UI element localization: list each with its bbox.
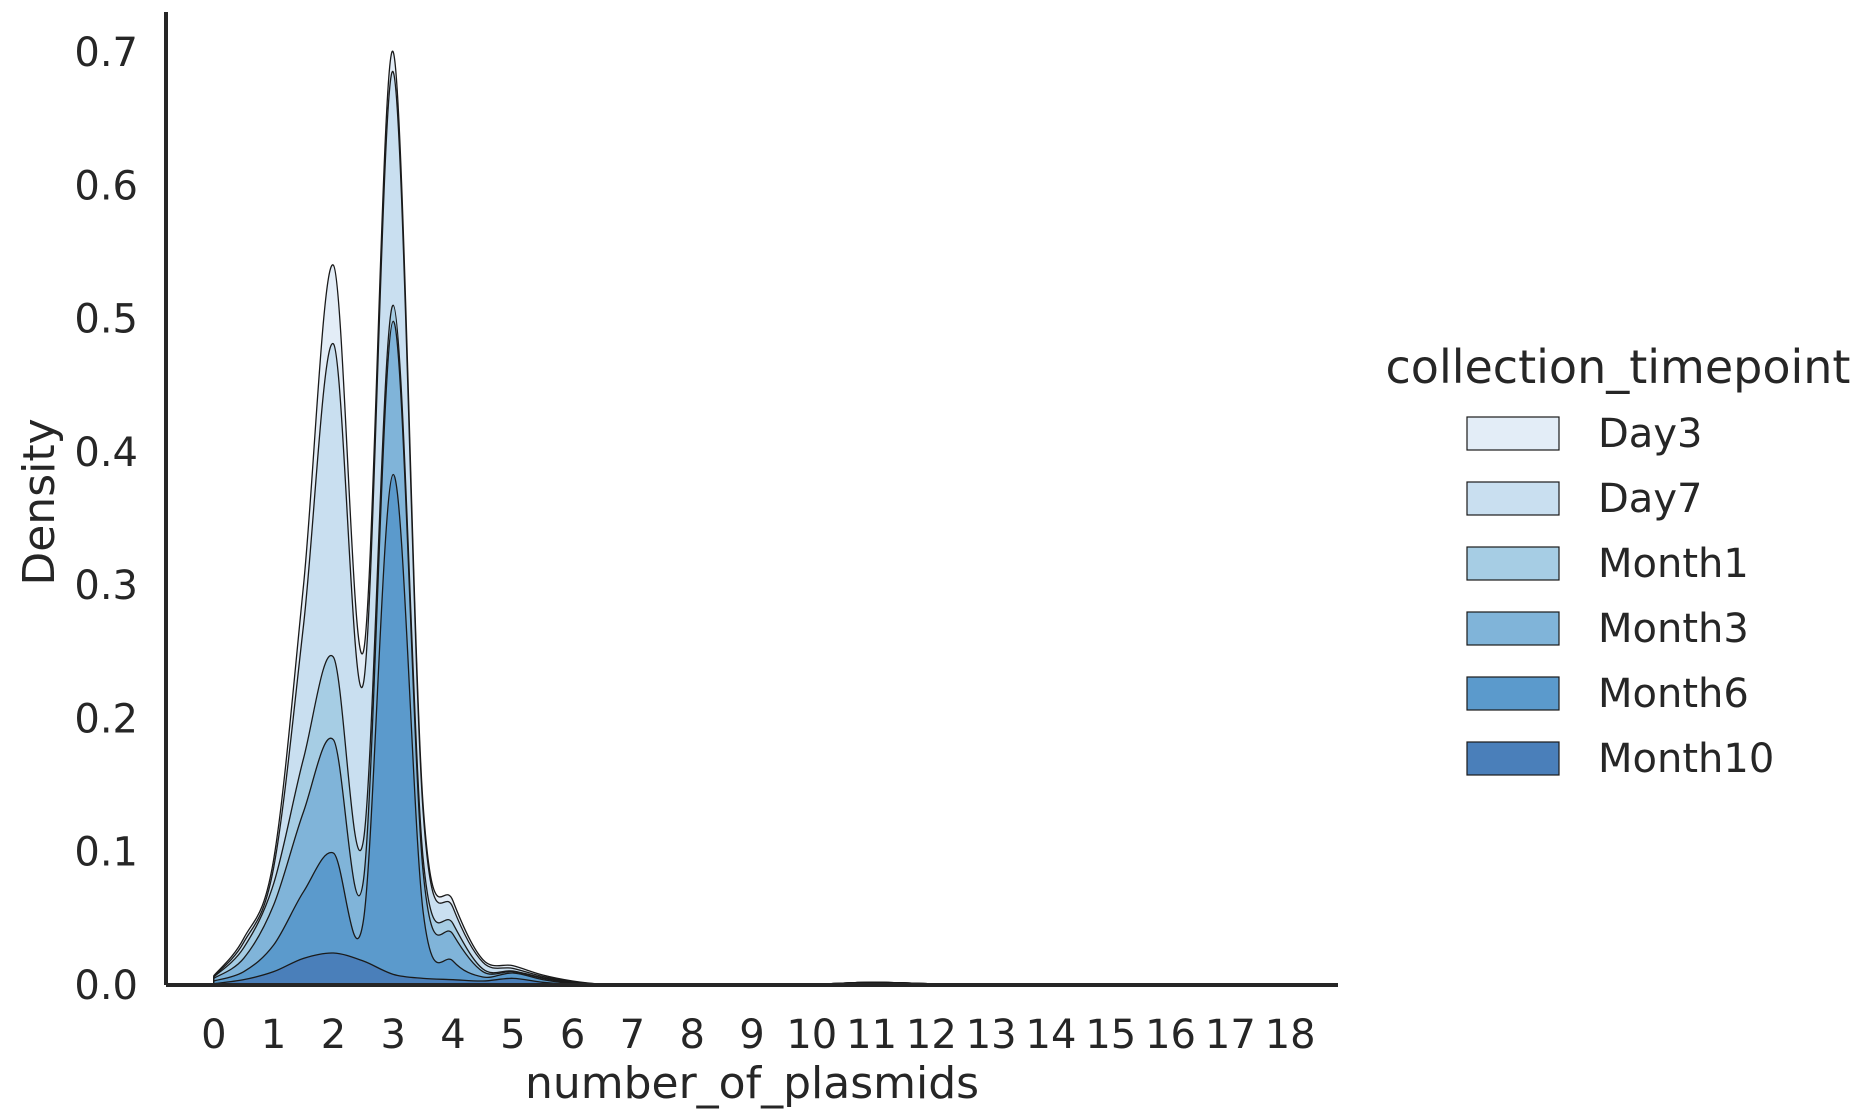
legend: collection_timepoint Day3 Day7 Month1 Month… bbox=[1386, 340, 1851, 782]
legend-swatch bbox=[1466, 416, 1560, 451]
x-tick-label: 11 bbox=[846, 1012, 897, 1058]
x-tick-label: 9 bbox=[739, 1012, 764, 1058]
legend-items: Day3 Day7 Month1 Month3 Month6 Month10 bbox=[1466, 411, 1774, 782]
legend-swatch bbox=[1466, 676, 1560, 711]
y-tick-label: 0.1 bbox=[74, 830, 138, 876]
x-tick-label: 4 bbox=[440, 1012, 465, 1058]
x-tick-label: 17 bbox=[1205, 1012, 1256, 1058]
x-tick-label: 3 bbox=[380, 1012, 405, 1058]
x-tick-label: 5 bbox=[500, 1012, 525, 1058]
legend-label: Month1 bbox=[1598, 541, 1749, 587]
y-axis-label: Density bbox=[14, 418, 65, 585]
y-tick-label: 0.4 bbox=[74, 430, 138, 476]
y-tick-label: 0.2 bbox=[74, 696, 138, 742]
legend-label: Month10 bbox=[1598, 736, 1774, 782]
x-axis-label: number_of_plasmids bbox=[525, 1058, 979, 1109]
x-tick-label: 7 bbox=[620, 1012, 645, 1058]
legend-label: Month6 bbox=[1598, 671, 1749, 717]
x-tick-label: 16 bbox=[1145, 1012, 1196, 1058]
x-tick-label: 10 bbox=[786, 1012, 837, 1058]
legend-item: Month3 bbox=[1466, 606, 1749, 652]
x-tick-label: 1 bbox=[261, 1012, 286, 1058]
x-tick-label: 18 bbox=[1265, 1012, 1316, 1058]
y-tick-label: 0.0 bbox=[74, 963, 138, 1009]
y-tick-label: 0.6 bbox=[74, 163, 138, 209]
legend-item: Day7 bbox=[1466, 476, 1702, 522]
x-tick-label: 14 bbox=[1026, 1012, 1077, 1058]
legend-title: collection_timepoint bbox=[1386, 340, 1851, 394]
x-tick-label: 12 bbox=[906, 1012, 957, 1058]
x-tick-labels: 0 1 2 3 4 5 6 7 8 9 10 11 12 13 14 15 16 17 18 bbox=[201, 1012, 1316, 1058]
legend-swatch bbox=[1466, 546, 1560, 581]
y-tick-label: 0.7 bbox=[74, 30, 138, 76]
legend-item: Month6 bbox=[1466, 671, 1749, 717]
legend-label: Day3 bbox=[1598, 411, 1702, 457]
x-tick-label: 15 bbox=[1085, 1012, 1136, 1058]
x-tick-label: 0 bbox=[201, 1012, 226, 1058]
plot-areas bbox=[213, 51, 1291, 986]
legend-swatch bbox=[1466, 741, 1560, 776]
y-tick-label: 0.5 bbox=[74, 297, 138, 343]
legend-item: Month10 bbox=[1466, 736, 1774, 782]
legend-swatch bbox=[1466, 611, 1560, 646]
x-tick-label: 2 bbox=[321, 1012, 346, 1058]
x-tick-label: 8 bbox=[679, 1012, 704, 1058]
legend-item: Month1 bbox=[1466, 541, 1749, 587]
legend-label: Day7 bbox=[1598, 476, 1702, 522]
x-tick-label: 13 bbox=[966, 1012, 1017, 1058]
legend-swatch bbox=[1466, 481, 1560, 516]
y-tick-label: 0.3 bbox=[74, 563, 138, 609]
legend-label: Month3 bbox=[1598, 606, 1749, 652]
y-tick-labels: 0.0 0.1 0.2 0.3 0.4 0.5 0.6 0.7 bbox=[74, 30, 138, 1009]
legend-item: Day3 bbox=[1466, 411, 1702, 457]
x-tick-label: 6 bbox=[560, 1012, 585, 1058]
